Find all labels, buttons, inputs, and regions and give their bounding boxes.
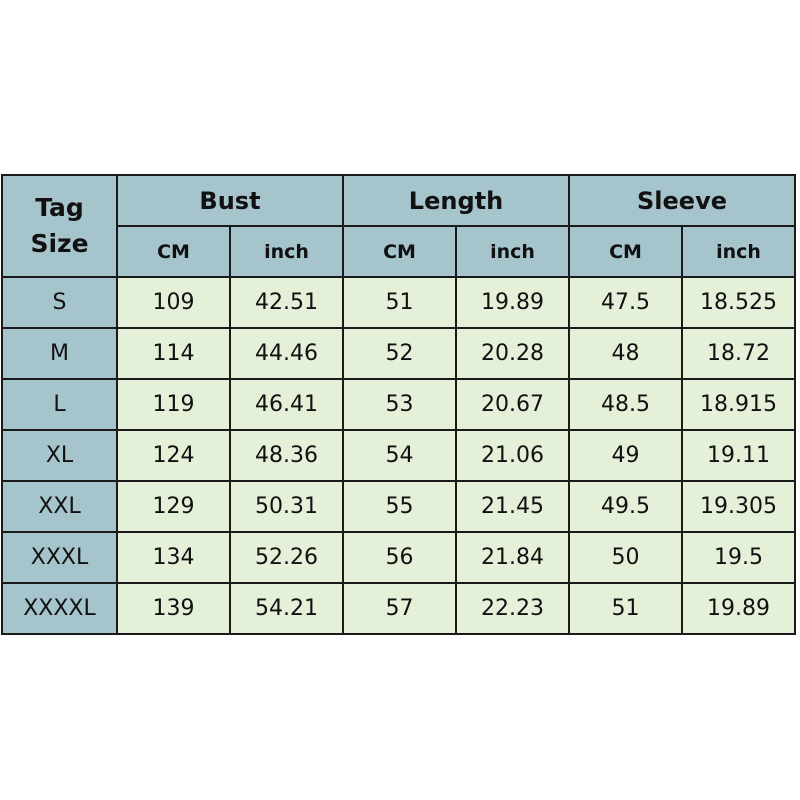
unit-header: inch	[455, 225, 570, 278]
measurement-cell: 19.11	[681, 429, 796, 482]
unit-header: inch	[681, 225, 796, 278]
size-cell: XXXL	[1, 531, 118, 584]
measurement-cell: 19.5	[681, 531, 796, 584]
sleeve-header: Sleeve	[568, 174, 796, 227]
measurement-cell: 50	[568, 531, 683, 584]
size-cell: S	[1, 276, 118, 329]
measurement-cell: 46.41	[229, 378, 344, 431]
measurement-cell: 47.5	[568, 276, 683, 329]
size-cell: XXXXL	[1, 582, 118, 635]
measurement-cell: 54	[342, 429, 457, 482]
table-row: XXXL 134 52.26 56 21.84 50 19.5	[1, 531, 796, 584]
measurement-cell: 44.46	[229, 327, 344, 380]
measurement-cell: 54.21	[229, 582, 344, 635]
measurement-cell: 49.5	[568, 480, 683, 533]
measurement-cell: 114	[116, 327, 231, 380]
measurement-cell: 48.36	[229, 429, 344, 482]
measurement-cell: 20.67	[455, 378, 570, 431]
measurement-cell: 53	[342, 378, 457, 431]
size-cell: M	[1, 327, 118, 380]
measurement-cell: 42.51	[229, 276, 344, 329]
measurement-cell: 48	[568, 327, 683, 380]
measurement-cell: 134	[116, 531, 231, 584]
measurement-cell: 21.84	[455, 531, 570, 584]
table-row: XL 124 48.36 54 21.06 49 19.11	[1, 429, 796, 482]
measurement-cell: 22.23	[455, 582, 570, 635]
measurement-cell: 18.525	[681, 276, 796, 329]
bust-header: Bust	[116, 174, 344, 227]
measurement-cell: 109	[116, 276, 231, 329]
measurement-cell: 52	[342, 327, 457, 380]
measurement-cell: 19.305	[681, 480, 796, 533]
size-cell: XXL	[1, 480, 118, 533]
tag-size-header: Tag Size	[1, 174, 118, 278]
measurement-cell: 129	[116, 480, 231, 533]
table-row: S 109 42.51 51 19.89 47.5 18.525	[1, 276, 796, 329]
measurement-cell: 124	[116, 429, 231, 482]
unit-header: inch	[229, 225, 344, 278]
measurement-cell: 119	[116, 378, 231, 431]
measurement-cell: 51	[342, 276, 457, 329]
measurement-cell: 18.72	[681, 327, 796, 380]
size-chart-table: Tag Size Bust Length Sleeve CM inch CM i…	[1, 174, 796, 635]
unit-header: CM	[342, 225, 457, 278]
table-row: M 114 44.46 52 20.28 48 18.72	[1, 327, 796, 380]
size-cell: XL	[1, 429, 118, 482]
measurement-cell: 51	[568, 582, 683, 635]
table-row: XXXXL 139 54.21 57 22.23 51 19.89	[1, 582, 796, 635]
measurement-cell: 21.45	[455, 480, 570, 533]
measurement-cell: 19.89	[681, 582, 796, 635]
table-row: XXL 129 50.31 55 21.45 49.5 19.305	[1, 480, 796, 533]
measurement-cell: 18.915	[681, 378, 796, 431]
measurement-cell: 139	[116, 582, 231, 635]
unit-header: CM	[116, 225, 231, 278]
measurement-cell: 48.5	[568, 378, 683, 431]
measurement-cell: 49	[568, 429, 683, 482]
measurement-cell: 20.28	[455, 327, 570, 380]
size-label: Size	[30, 229, 89, 258]
measurement-cell: 21.06	[455, 429, 570, 482]
length-header: Length	[342, 174, 570, 227]
measurement-cell: 50.31	[229, 480, 344, 533]
size-cell: L	[1, 378, 118, 431]
table-row: L 119 46.41 53 20.67 48.5 18.915	[1, 378, 796, 431]
measurement-cell: 55	[342, 480, 457, 533]
measurement-cell: 19.89	[455, 276, 570, 329]
measurement-cell: 57	[342, 582, 457, 635]
measurement-cell: 56	[342, 531, 457, 584]
unit-header: CM	[568, 225, 683, 278]
measurement-cell: 52.26	[229, 531, 344, 584]
tag-label: Tag	[35, 193, 84, 222]
